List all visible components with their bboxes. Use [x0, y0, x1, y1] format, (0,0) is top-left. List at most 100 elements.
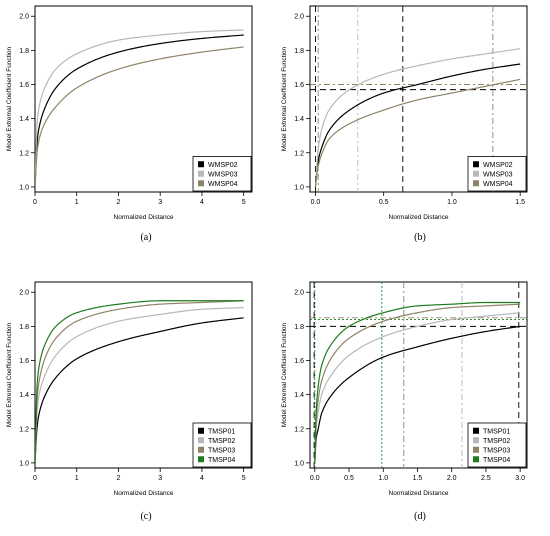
x-tick-label: 1.5: [413, 475, 423, 482]
plot-area: [35, 300, 244, 463]
y-tick-label: 1.0: [19, 184, 29, 191]
y-tick-label: 2.0: [294, 14, 304, 21]
legend: WMSP02 WMSP03 WMSP04: [467, 156, 527, 192]
x-tick-label: 0.0: [310, 475, 320, 482]
legend: TMSP01 TMSP02 TMSP03 TMSP04: [467, 422, 527, 468]
legend: WMSP02 WMSP03 WMSP04: [192, 156, 252, 192]
plot-frame: [34, 5, 253, 193]
x-axis-label: Normalized Distance: [114, 214, 174, 221]
x-tick-label: 5: [242, 475, 246, 482]
x-tick-label: 2: [117, 475, 121, 482]
plot-area: [310, 282, 527, 468]
x-tick-label: 0.0: [311, 199, 321, 206]
x-tick-label: 1.0: [378, 475, 388, 482]
panel-caption: (b): [414, 232, 426, 243]
panel-caption: (d): [414, 511, 426, 522]
y-tick-label: 1.6: [294, 82, 304, 89]
series-line-TMSP02: [314, 312, 521, 463]
x-tick-label: 1.5: [515, 199, 525, 206]
panel-c: 1.0 1.2 1.4 1.6 1.8 2.0 0 1 2 3 4 5 Normalized Dista…: [6, 281, 253, 522]
x-axis-label: Normalized Distance: [389, 490, 449, 497]
series-line-WMSP04: [314, 78, 521, 187]
series-line-WMSP03: [314, 48, 521, 187]
legend-swatch: [198, 456, 204, 463]
legend-swatch: [473, 161, 479, 168]
legend-swatch: [198, 446, 204, 453]
x-tick-label: 2: [117, 199, 121, 206]
series-line-TMSP04: [35, 300, 244, 463]
series-line-WMSP02: [314, 63, 521, 187]
legend-swatch: [473, 446, 479, 453]
legend-label: WMSP03: [208, 171, 238, 178]
series-line-TMSP01: [35, 317, 244, 463]
x-axis-label: Normalized Distance: [389, 214, 449, 221]
y-tick-label: 1.4: [294, 392, 304, 399]
y-tick-label: 2.0: [294, 290, 304, 297]
x-tick-label: 1: [75, 475, 79, 482]
x-tick-label: 1.0: [447, 199, 457, 206]
x-tick-label: 3: [158, 475, 162, 482]
x-tick-label: 4: [200, 199, 204, 206]
y-tick-label: 1.8: [19, 324, 29, 331]
y-tick-label: 1.6: [19, 358, 29, 365]
legend-swatch: [198, 161, 204, 168]
y-axis-label: Model Extremal Coefficient Function: [6, 46, 13, 151]
legend-label: TMSP03: [483, 447, 510, 454]
y-axis-label: Model Extremal Coefficient Function: [281, 46, 288, 151]
panel-caption: (c): [140, 511, 151, 522]
series-line-WMSP04: [35, 46, 244, 187]
x-tick-label: 1: [75, 199, 79, 206]
plot-frame: [309, 281, 528, 469]
series-line-WMSP02: [35, 34, 244, 187]
x-tick-label: 0: [33, 475, 37, 482]
legend-label: TMSP02: [208, 438, 235, 445]
y-tick-label: 1.6: [294, 358, 304, 365]
panel-caption: (a): [140, 232, 151, 243]
legend-label: TMSP04: [208, 457, 235, 464]
y-tick-label: 1.6: [19, 82, 29, 89]
x-tick-label: 0.5: [344, 475, 354, 482]
legend-swatch: [473, 456, 479, 463]
y-tick-label: 2.0: [19, 290, 29, 297]
plot-area: [310, 6, 527, 192]
y-tick-label: 1.4: [19, 116, 29, 123]
y-tick-label: 1.8: [294, 324, 304, 331]
legend-swatch: [473, 170, 479, 177]
panel-a: 1.0 1.2 1.4 1.6 1.8 2.0 0 1 2 3 4 5 Normalized Dista…: [6, 5, 253, 243]
legend-swatch: [473, 427, 479, 434]
legend-label: WMSP04: [483, 181, 513, 188]
series-line-TMSP01: [314, 325, 521, 463]
y-tick-label: 2.0: [19, 14, 29, 21]
legend-swatch: [473, 437, 479, 444]
x-tick-label: 2.0: [447, 475, 457, 482]
legend: TMSP01 TMSP02 TMSP03 TMSP04: [192, 422, 252, 468]
series-line-TMSP03: [314, 303, 521, 463]
y-tick-label: 1.2: [294, 150, 304, 157]
y-tick-label: 1.0: [19, 460, 29, 467]
legend-label: WMSP03: [483, 171, 513, 178]
y-tick-label: 1.0: [294, 184, 304, 191]
x-tick-label: 2.5: [481, 475, 491, 482]
legend-label: TMSP01: [208, 428, 235, 435]
legend-label: WMSP02: [483, 162, 513, 169]
y-tick-label: 1.8: [19, 48, 29, 55]
legend-label: TMSP04: [483, 457, 510, 464]
panel-b: 1.0 1.2 1.4 1.6 1.8 2.0 0.0 0.5 1.0 1.5 Normalized…: [281, 5, 528, 243]
legend-label: WMSP04: [208, 181, 238, 188]
legend-swatch: [473, 180, 479, 187]
legend-swatch: [198, 427, 204, 434]
y-tick-label: 1.2: [19, 150, 29, 157]
legend-swatch: [198, 437, 204, 444]
x-tick-label: 5: [242, 199, 246, 206]
legend-label: TMSP02: [483, 438, 510, 445]
plot-frame: [309, 5, 528, 193]
y-tick-label: 1.4: [19, 392, 29, 399]
legend-label: TMSP03: [208, 447, 235, 454]
y-tick-label: 1.0: [294, 460, 304, 467]
x-tick-label: 0.5: [379, 199, 389, 206]
series-line-WMSP03: [35, 29, 244, 187]
plot-frame: [34, 281, 253, 469]
legend-swatch: [198, 180, 204, 187]
plot-area: [35, 29, 244, 187]
